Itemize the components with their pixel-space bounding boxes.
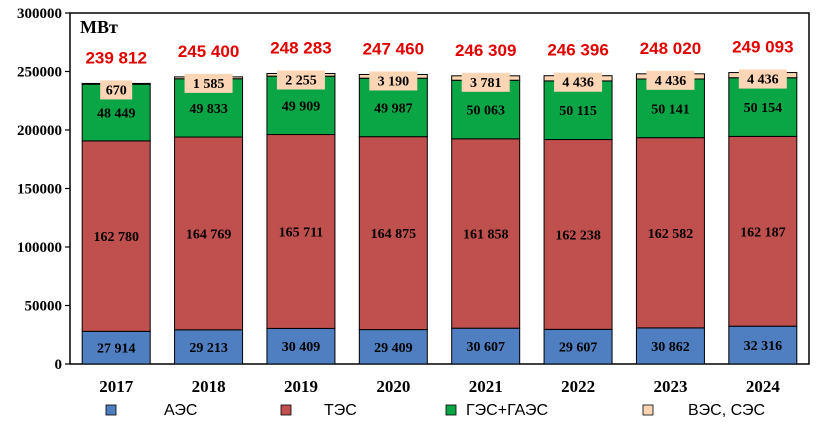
total-label-3: 247 460: [363, 39, 424, 58]
segment-label-3-3: 3 190: [378, 74, 410, 89]
total-label-0: 239 812: [85, 48, 146, 67]
bar-segment-0-3: [358, 329, 428, 365]
total-label-1: 245 400: [178, 42, 239, 61]
segment-label-0-1: 29 213: [189, 341, 228, 356]
bar-segment-1-2: [266, 134, 336, 329]
segment-label-3-5: 4 436: [562, 76, 594, 91]
bar-segment-0-6: [635, 327, 705, 365]
legend-label-0: АЭС: [164, 402, 197, 419]
x-tick-label: 2020: [376, 377, 410, 396]
x-axis: 2017 2018 2019 2020 2021 2022 2023 2024: [99, 377, 780, 396]
label-box-3: [369, 71, 418, 91]
segment-label-3-4: 3 781: [470, 76, 502, 91]
label-box-0: [100, 80, 133, 100]
bar-segment-0-7: [728, 325, 798, 365]
segment-label-1-5: 162 238: [555, 228, 601, 243]
total-label-5: 246 396: [547, 41, 608, 60]
x-tick-label: 2018: [192, 377, 226, 396]
total-label-6: 248 020: [640, 39, 701, 58]
x-tick-label: 2017: [99, 377, 134, 396]
segment-label-2-5: 50 115: [559, 104, 597, 119]
y-tick-label: 150000: [17, 182, 62, 198]
x-tick-label: 2023: [653, 377, 687, 396]
legend-swatch-1: [280, 404, 292, 416]
segment-label-2-6: 50 141: [651, 102, 690, 117]
x-tick-label: 2024: [746, 377, 781, 396]
segment-label-0-7: 32 316: [744, 339, 783, 354]
segment-label-1-4: 161 858: [463, 228, 509, 243]
y-axis: 0 50000 100000 150000 200000 250000 300000: [17, 6, 70, 373]
label-box-2: [276, 70, 325, 90]
bar-segment-1-4: [451, 138, 521, 329]
segment-label-2-0: 48 449: [97, 107, 136, 122]
y-tick-label: 50000: [25, 299, 63, 315]
segment-label-1-0: 162 780: [93, 230, 139, 245]
segment-label-1-6: 162 582: [648, 227, 694, 242]
total-label-7: 249 093: [732, 38, 793, 57]
y-tick-label: 0: [55, 357, 63, 373]
legend-label-1: ТЭС: [324, 402, 357, 419]
bar-segment-0-4: [451, 327, 521, 365]
y-tick-label: 300000: [17, 6, 62, 22]
segment-label-1-7: 162 187: [740, 225, 786, 240]
segment-label-0-3: 29 409: [374, 341, 413, 356]
total-label-4: 246 309: [455, 41, 516, 60]
segment-label-3-0: 670: [106, 83, 127, 98]
segment-label-2-4: 50 063: [466, 104, 505, 119]
segment-label-1-1: 164 769: [186, 227, 232, 242]
legend-label-3: ВЭС, СЭС: [688, 402, 765, 419]
bars-group: 27 914 162 780 48 449 670 239 812 29 213 164 7…: [81, 38, 798, 365]
segment-label-2-3: 49 987: [374, 101, 413, 116]
label-box-5: [554, 72, 603, 92]
legend: АЭС ТЭС ГЭС+ГАЭС ВЭС, СЭС: [105, 402, 765, 419]
bar-segment-2-0: [81, 83, 151, 142]
y-tick-label: 250000: [17, 65, 62, 81]
bar-segment-1-1: [174, 136, 244, 331]
label-box-7: [738, 69, 787, 89]
segment-label-1-3: 164 875: [371, 227, 417, 242]
segment-label-0-2: 30 409: [282, 340, 321, 355]
bar-segment-1-6: [635, 137, 705, 329]
y-tick-label: 100000: [17, 240, 62, 256]
segment-label-0-4: 30 607: [466, 340, 505, 355]
segment-label-0-0: 27 914: [97, 342, 136, 357]
legend-swatch-3: [642, 404, 654, 416]
x-tick-label: 2019: [284, 377, 318, 396]
segment-label-2-7: 50 154: [744, 101, 783, 116]
segment-label-3-6: 4 436: [655, 74, 687, 89]
segment-label-2-1: 49 833: [189, 102, 228, 117]
segment-label-2-2: 49 909: [282, 99, 321, 114]
legend-swatch-2: [445, 404, 457, 416]
legend-label-2: ГЭС+ГАЭС: [466, 402, 548, 419]
unit-label: МВт: [80, 17, 118, 37]
segment-label-3-7: 4 436: [747, 73, 779, 88]
legend-swatch-0: [105, 404, 117, 416]
segment-label-3-2: 2 255: [285, 74, 317, 89]
x-tick-label: 2021: [469, 377, 503, 396]
segment-label-0-5: 29 607: [559, 341, 598, 356]
y-tick-label: 200000: [17, 123, 62, 139]
bar-segment-1-5: [543, 139, 613, 330]
bar-segment-0-0: [81, 330, 151, 365]
label-box-4: [461, 72, 510, 92]
bar-segment-1-7: [728, 135, 798, 327]
label-box-1: [184, 73, 233, 93]
segment-label-1-2: 165 711: [279, 225, 324, 240]
total-label-2: 248 283: [270, 39, 331, 58]
segment-label-0-6: 30 862: [651, 340, 690, 355]
bar-segment-0-1: [174, 329, 244, 365]
bar-segment-1-3: [358, 136, 428, 331]
label-box-6: [646, 70, 695, 90]
segment-label-3-1: 1 585: [193, 77, 225, 92]
x-tick-label: 2022: [561, 377, 595, 396]
